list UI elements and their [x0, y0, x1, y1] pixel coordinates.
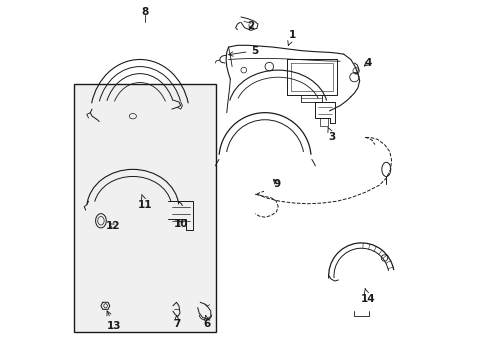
Text: 6: 6: [203, 315, 210, 329]
Text: 1: 1: [287, 30, 295, 45]
Text: 12: 12: [106, 221, 121, 231]
Text: 5: 5: [228, 46, 258, 56]
Text: 2: 2: [247, 21, 254, 31]
Text: 14: 14: [360, 288, 374, 304]
Text: 7: 7: [173, 315, 181, 329]
Text: 3: 3: [327, 127, 335, 143]
Text: 8: 8: [142, 6, 148, 17]
Text: 11: 11: [138, 194, 152, 210]
Text: 9: 9: [273, 179, 280, 189]
Text: 4: 4: [364, 58, 371, 68]
Bar: [74, 84, 216, 332]
Text: 10: 10: [174, 219, 188, 229]
Text: 13: 13: [106, 311, 121, 331]
